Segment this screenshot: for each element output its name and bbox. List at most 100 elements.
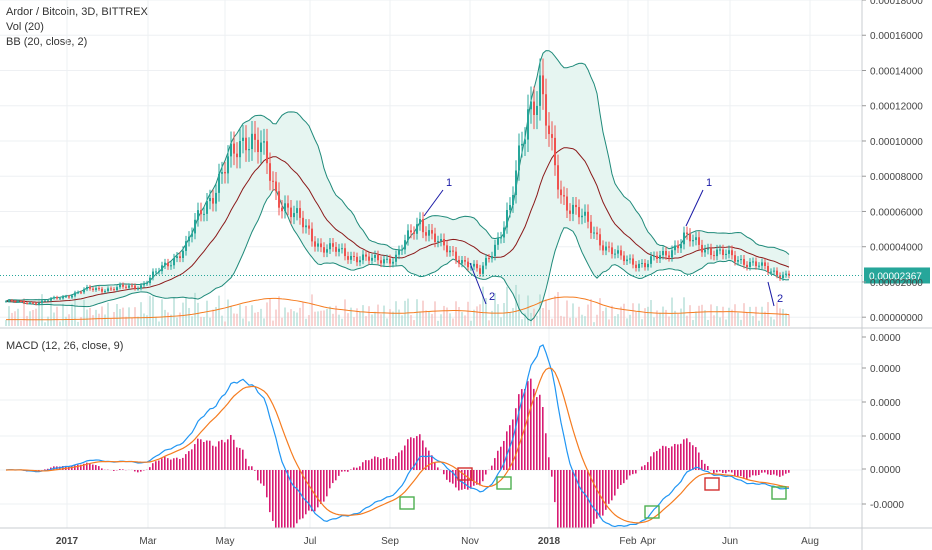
candle-body (143, 283, 145, 286)
volume-bar (188, 307, 190, 326)
volume-bar (392, 311, 394, 326)
macd-histogram-bar (596, 470, 598, 519)
candle-body (461, 260, 463, 264)
volume-bar (224, 321, 226, 326)
volume-bar (758, 320, 760, 326)
time-tick-label: Jul (304, 536, 317, 547)
macd-tick-label: 0.0000 (870, 432, 901, 443)
candle-body (653, 255, 655, 257)
candle-body (230, 143, 232, 157)
volume-bar (452, 318, 454, 326)
candle-body (95, 288, 97, 290)
candle-body (65, 296, 67, 298)
volume-bar (434, 301, 436, 326)
candle-body (116, 287, 118, 291)
macd-histogram-bar (560, 470, 562, 528)
candle-body (314, 241, 316, 247)
macd-histogram-bar (203, 441, 205, 470)
volume-bar (428, 311, 430, 326)
macd-histogram-bar (182, 457, 184, 470)
candle-body (686, 232, 688, 234)
candle-body (32, 302, 34, 304)
macd-histogram-bar (404, 445, 406, 470)
time-tick-label: Jun (722, 536, 738, 547)
macd-histogram-bar (656, 451, 658, 470)
candle-body (209, 198, 211, 202)
volume-bar (482, 286, 484, 326)
candle-body (185, 241, 187, 251)
volume-bar (245, 305, 247, 326)
candle-body (395, 254, 397, 262)
volume-bar (665, 309, 667, 326)
macd-histogram-bar (248, 466, 250, 470)
macd-histogram-bar (122, 469, 124, 470)
macd-histogram-bar (251, 466, 253, 470)
candle-body (707, 248, 709, 250)
candle-body (434, 233, 436, 243)
volume-bar (5, 320, 7, 326)
macd-histogram-bar (731, 470, 733, 473)
macd-histogram-bar (689, 442, 691, 470)
candle-body (773, 270, 775, 272)
candle-body (35, 303, 37, 305)
candle-body (377, 255, 379, 261)
macd-histogram-bar (782, 470, 784, 476)
macd-histogram-bar (485, 470, 487, 475)
candle-body (731, 250, 733, 256)
macd-histogram-bar (137, 470, 139, 473)
macd-histogram-bar (407, 439, 409, 470)
volume-bar (65, 316, 67, 326)
candle-body (719, 249, 721, 251)
candle-body (641, 262, 643, 264)
macd-histogram-bar (410, 437, 412, 470)
macd-histogram-bar (776, 470, 778, 476)
candle-body (761, 262, 763, 266)
volume-bar (182, 302, 184, 326)
candle-body (383, 259, 385, 264)
crossover-box (496, 476, 512, 490)
macd-histogram-bar (392, 458, 394, 470)
volume-bar (389, 309, 391, 326)
candle-body (281, 207, 283, 212)
time-tick-label: Feb (619, 536, 637, 547)
candle-body (89, 286, 91, 289)
macd-histogram-bar (152, 463, 154, 470)
candle-body (752, 261, 754, 263)
volume-bar (599, 298, 601, 326)
volume-bar (83, 299, 85, 326)
volume-bar (167, 312, 169, 326)
macd-histogram-bar (263, 470, 265, 486)
candle-body (176, 256, 178, 259)
candle-body (200, 210, 202, 215)
candle-body (437, 241, 439, 243)
volume-bar (719, 317, 721, 326)
volume-bar (773, 319, 775, 326)
candle-body (545, 94, 547, 126)
candle-body (626, 259, 628, 262)
volume-bar (38, 298, 40, 326)
volume-bar (317, 311, 319, 326)
candle-body (503, 227, 505, 238)
candle-body (494, 244, 496, 257)
macd-histogram-bar (179, 459, 181, 470)
macd-histogram-bar (185, 454, 187, 470)
candle-body (386, 258, 388, 260)
macd-histogram-bar (332, 470, 334, 484)
volume-bar (47, 316, 49, 326)
macd-histogram-bar (272, 470, 274, 521)
macd-histogram-bar (533, 388, 535, 470)
candle-body (620, 250, 622, 256)
candle-body (452, 250, 454, 252)
macd-histogram-bar (323, 470, 325, 502)
crossover-box (399, 496, 415, 510)
volume-bar (500, 317, 502, 326)
candle-body (125, 286, 127, 288)
macd-histogram-bar (551, 470, 553, 477)
volume-bar (617, 314, 619, 326)
macd-histogram-bar (692, 445, 694, 470)
macd-histogram-bar (155, 461, 157, 470)
candle-body (551, 134, 553, 138)
volume-bar (686, 315, 688, 326)
annotation-line (469, 262, 487, 305)
